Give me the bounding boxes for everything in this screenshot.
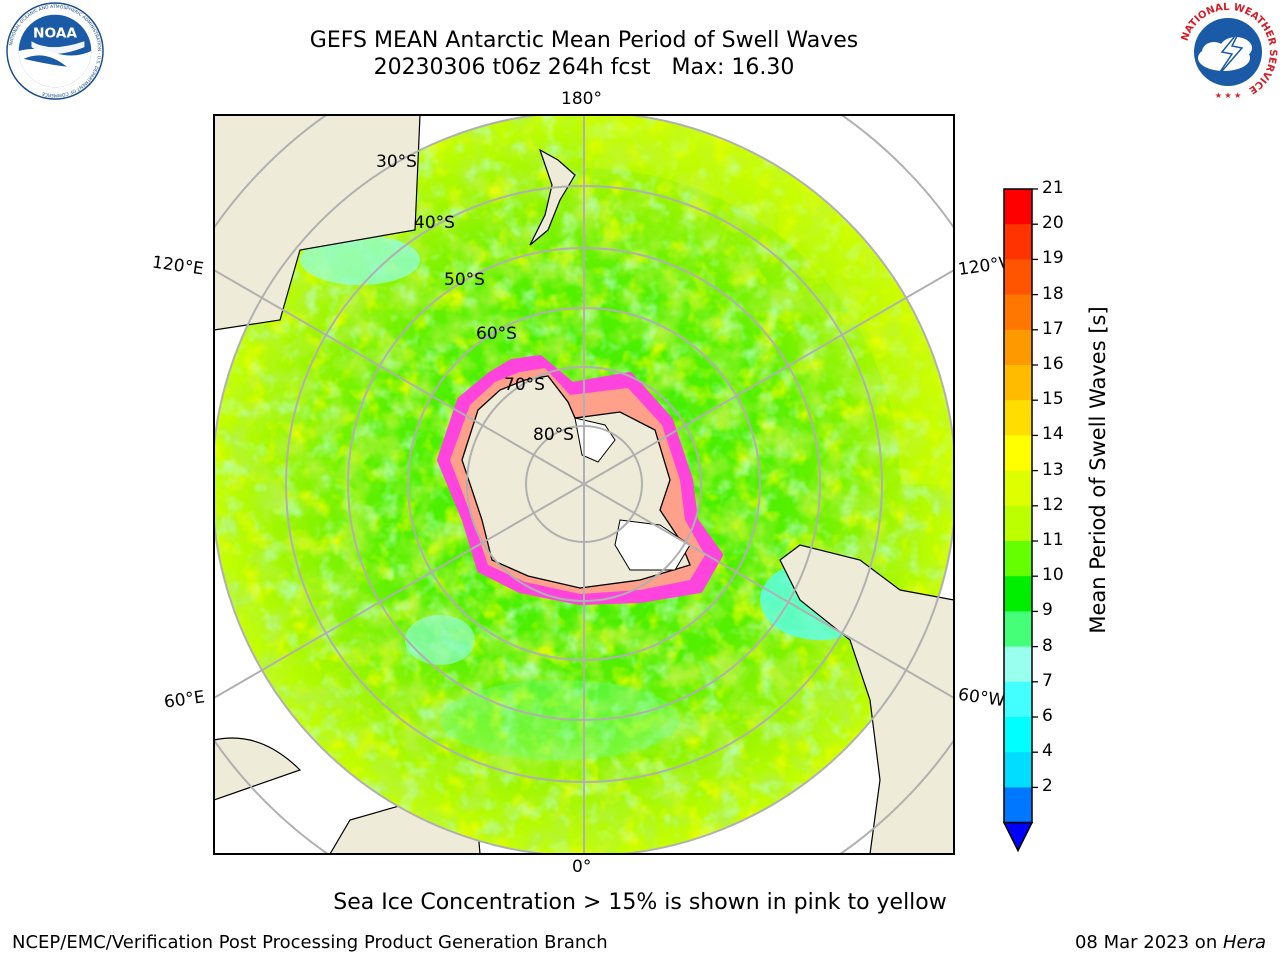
- lat-label-60s: 60°S: [476, 324, 517, 344]
- colorbar-tick-label: 4: [1042, 741, 1053, 762]
- footer-date-text: 08 Mar 2023 on: [1074, 932, 1223, 953]
- colorbar-segment: [1004, 787, 1032, 824]
- colorbar-segment: [1004, 365, 1032, 401]
- colorbar-segment: [1004, 752, 1032, 788]
- colorbar-tick-label: 6: [1042, 706, 1053, 726]
- colorbar-tick-label: 8: [1042, 635, 1053, 656]
- colorbar-segment: [1004, 505, 1032, 542]
- footer-host: Hera: [1222, 932, 1266, 953]
- noaa-logo: NOAA NATIONAL OCEANIC AND ATMOSPHERIC AD…: [6, 2, 104, 100]
- lon-label-180: 180°: [561, 89, 602, 109]
- colorbar-segment: [1004, 646, 1032, 683]
- colorbar-segment: [1004, 541, 1032, 577]
- lat-label-80s: 80°S: [533, 425, 574, 445]
- colorbar-segment: [1004, 224, 1032, 260]
- colorbar-segment: [1004, 681, 1032, 718]
- new-zealand: [529, 148, 576, 246]
- colorbar-tick-label: 11: [1042, 530, 1064, 550]
- colorbar-tick-label: 16: [1042, 354, 1064, 374]
- colorbar-segment: [1004, 576, 1032, 612]
- colorbar-segment: [1004, 717, 1032, 753]
- lat-label-70s: 70°S: [504, 375, 545, 395]
- colorbar-tick-label: 15: [1042, 389, 1064, 410]
- colorbar-segment: [1004, 435, 1032, 472]
- colorbar-tick-label: 2: [1042, 776, 1053, 797]
- colorbar-tick-label: 17: [1042, 318, 1064, 339]
- map-title: GEFS MEAN Antarctic Mean Period of Swell…: [310, 27, 858, 81]
- colorbar-tick-label: 18: [1042, 283, 1064, 304]
- svg-text:★ ★ ★: ★ ★ ★: [1215, 91, 1242, 100]
- colorbar-extend-arrow: [1002, 821, 1034, 853]
- colorbar-tick-label: 12: [1042, 494, 1064, 515]
- colorbar-tick-label: 20: [1042, 213, 1064, 234]
- lat-label-50s: 50°S: [444, 270, 485, 290]
- colorbar-tick-label: 14: [1042, 424, 1064, 445]
- footer-credit: NCEP/EMC/Verification Post Processing Pr…: [12, 932, 608, 953]
- colorbar-segment: [1004, 259, 1032, 296]
- colorbar-segment: [1004, 611, 1032, 648]
- sea-ice-caption: Sea Ice Concentration > 15% is shown in …: [333, 890, 947, 915]
- colorbar-segment: [1004, 470, 1032, 507]
- colorbar-tick-label: 19: [1042, 248, 1064, 269]
- footer-date: 08 Mar 2023 on Hera: [1075, 932, 1266, 953]
- colorbar-segment: [1004, 294, 1032, 331]
- map-frame: [213, 114, 955, 855]
- nws-logo: NATIONAL WEATHER SERVICE ★ ★ ★: [1180, 2, 1278, 100]
- title-line-1: GEFS MEAN Antarctic Mean Period of Swell…: [309, 28, 859, 53]
- colorbar-tick-label: 10: [1042, 565, 1064, 586]
- colorbar-segment: [1004, 189, 1032, 225]
- graticule: [214, 115, 954, 854]
- lon-label-0: 0°: [572, 857, 592, 877]
- lat-label-30s: 30°S: [376, 152, 417, 172]
- title-line-2: 20230306 t06z 264h fcst Max: 16.30: [373, 55, 795, 80]
- colorbar-tick-label: 21: [1042, 178, 1064, 198]
- colorbar-tick-label: 13: [1042, 459, 1064, 480]
- colorbar-segment: [1004, 400, 1032, 436]
- colorbar-tick-label: 7: [1042, 670, 1053, 691]
- lat-label-40s: 40°S: [414, 213, 455, 233]
- colorbar-tick-label: 9: [1042, 600, 1053, 621]
- noaa-logo-text: NOAA: [33, 25, 77, 41]
- colorbar-segment: [1004, 329, 1032, 366]
- colorbar-title: Mean Period of Swell Waves [s]: [1086, 306, 1110, 634]
